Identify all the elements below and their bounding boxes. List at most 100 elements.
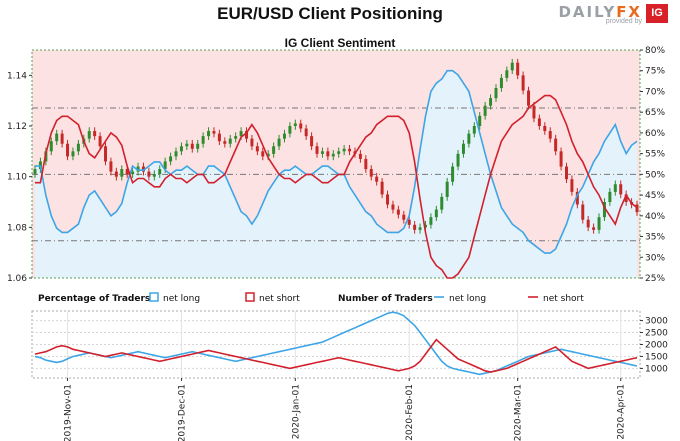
candle-body <box>304 128 308 137</box>
candle-body <box>174 151 178 157</box>
candle-body <box>510 62 514 71</box>
candle-body <box>38 161 42 170</box>
x-tick-label: 2020-Apr-01 <box>617 384 627 440</box>
candle-body <box>277 138 281 147</box>
num-tick-label: 2500 <box>645 329 668 339</box>
y-tick-label: 1.08 <box>7 223 27 233</box>
candle-body <box>76 143 80 152</box>
candle-body <box>532 105 536 119</box>
candle-body <box>272 146 276 154</box>
num-net-short-line <box>34 338 638 373</box>
candle-body <box>125 169 129 175</box>
candle-body <box>228 138 232 144</box>
candle-body <box>163 161 167 170</box>
legend-num-title: Number of Traders <box>338 294 433 304</box>
y-tick-label: 1.14 <box>7 71 27 81</box>
num-tick-label: 1000 <box>645 364 668 374</box>
candle-body <box>467 133 471 144</box>
candle-body <box>565 166 568 180</box>
candle-body <box>207 131 211 137</box>
candle-body <box>299 123 303 129</box>
y2-tick-label: 80% <box>645 46 665 56</box>
candle-body <box>179 146 183 152</box>
candle-body <box>461 143 465 154</box>
candle-body <box>152 174 156 177</box>
candle-body <box>575 191 579 205</box>
candle-body <box>261 151 265 157</box>
candle-body <box>71 151 75 157</box>
candle-body <box>505 70 509 78</box>
candle-body <box>223 141 227 144</box>
chart-subtitle: IG Client Sentiment <box>284 36 396 50</box>
x-tick-label: 2020-Mar-01 <box>514 384 524 441</box>
y2-tick-label: 50% <box>645 170 665 180</box>
candle-body <box>537 118 541 126</box>
candle-body <box>250 138 254 147</box>
num-tick-label: 2000 <box>645 341 668 351</box>
candle-body <box>104 146 107 162</box>
candle-body <box>478 115 482 126</box>
x-tick-label: 2020-Jan-01 <box>291 384 301 439</box>
candle-body <box>239 131 243 137</box>
candle-body <box>49 141 53 152</box>
candle-body <box>494 88 498 99</box>
candle-body <box>348 148 352 152</box>
candle-body <box>483 105 487 116</box>
pct-net-long-line <box>35 69 638 254</box>
x-tick-label: 2019-Dec-01 <box>177 384 187 441</box>
candle-body <box>196 143 200 149</box>
candle-body <box>326 151 330 157</box>
candle-body <box>396 209 400 215</box>
candle-body <box>217 133 221 142</box>
candle-body <box>402 214 406 220</box>
legend-num-short-label: net short <box>543 294 584 304</box>
candle-body <box>266 153 270 157</box>
candle-body <box>364 158 368 170</box>
num-tick-label: 1500 <box>645 352 668 362</box>
candle-body <box>320 151 324 154</box>
candle-body <box>451 166 455 182</box>
y2-tick-label: 30% <box>645 253 665 263</box>
candle-body <box>87 131 91 139</box>
candle-body <box>375 176 379 182</box>
y2-tick-label: 65% <box>645 108 665 118</box>
candle-body <box>190 143 194 149</box>
candle-body <box>516 62 520 76</box>
candle-body <box>554 138 558 152</box>
candle-body <box>499 77 503 88</box>
y2-tick-label: 25% <box>645 274 665 284</box>
plot-frame <box>31 49 641 279</box>
candle-body <box>131 171 135 175</box>
legend-pct-short-swatch <box>245 292 255 302</box>
chart-title: EUR/USD Client Positioning <box>217 4 443 23</box>
candle-body <box>619 184 623 195</box>
dailyfx-logo: DAILYFX provided by IG <box>558 3 672 25</box>
pct-net-short-line <box>35 94 638 279</box>
candle-body <box>369 169 373 177</box>
candle-body <box>434 209 438 218</box>
candle-body <box>624 194 628 202</box>
legend-pct-short-label: net short <box>259 294 300 304</box>
x-tick-label: 2020-Feb-01 <box>405 384 415 441</box>
candle-body <box>407 219 411 225</box>
x-tick-label: 2019-Nov-01 <box>64 384 74 441</box>
y2-tick-label: 75% <box>645 67 665 77</box>
candle-body <box>543 126 547 132</box>
candle-body <box>310 136 314 147</box>
legend-pct-title: Percentage of Traders <box>38 294 150 304</box>
candle-body <box>337 151 341 154</box>
y2-tick-label: 55% <box>645 150 665 160</box>
candle-body <box>212 131 216 134</box>
candle-body <box>570 179 574 192</box>
candle-body <box>559 151 563 167</box>
candle-body <box>60 133 64 144</box>
candle-body <box>136 166 140 172</box>
candle-body <box>391 204 395 210</box>
candle-body <box>472 126 476 134</box>
y2-tick-label: 35% <box>645 233 665 243</box>
candle-body <box>234 136 238 139</box>
y2-tick-label: 60% <box>645 129 665 139</box>
candle-body <box>429 217 433 225</box>
candle-body <box>548 131 552 139</box>
